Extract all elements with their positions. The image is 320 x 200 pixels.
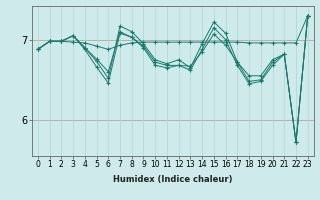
X-axis label: Humidex (Indice chaleur): Humidex (Indice chaleur) [113, 175, 233, 184]
